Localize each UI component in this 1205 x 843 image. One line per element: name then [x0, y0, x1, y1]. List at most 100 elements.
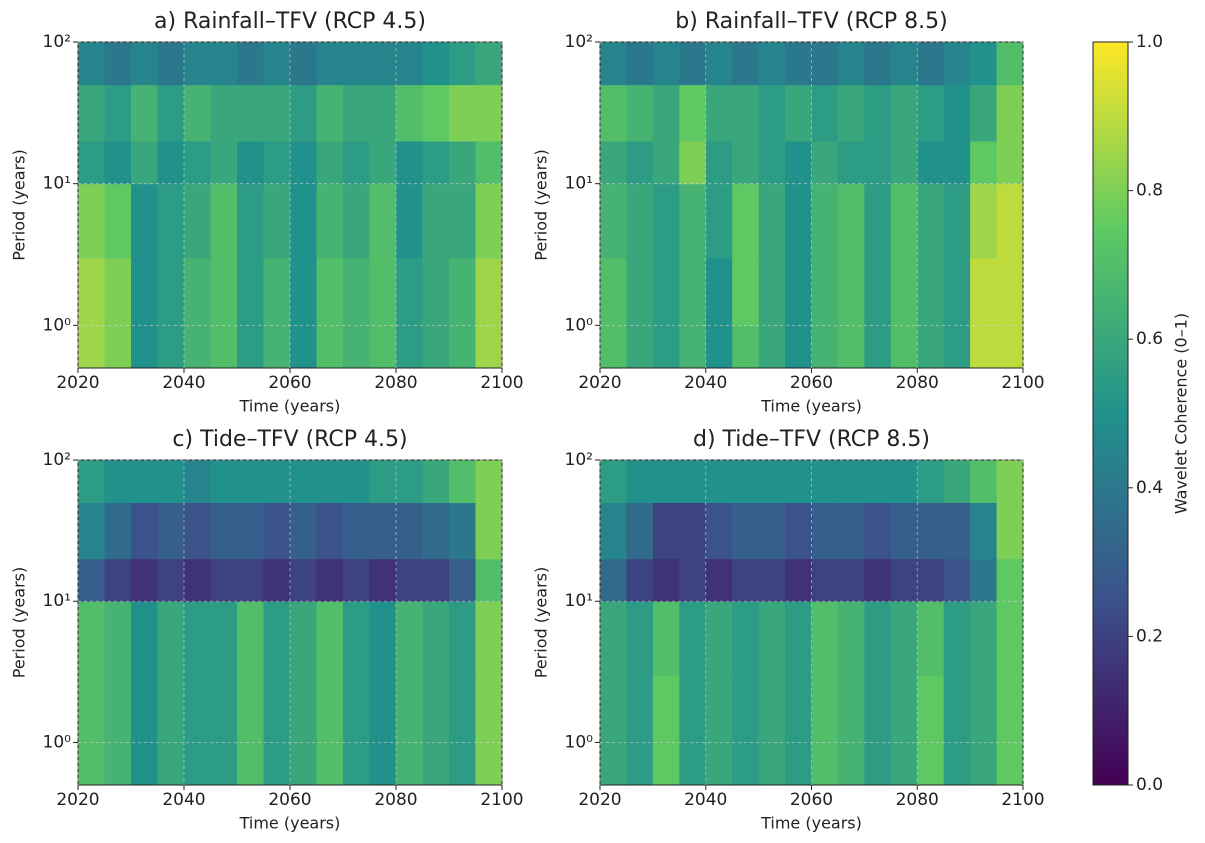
heatmap-cell	[449, 42, 476, 86]
heatmap-cell	[396, 558, 423, 602]
heatmap-cell	[917, 183, 945, 259]
heatmap-cell	[864, 141, 892, 185]
heatmap-cell	[970, 460, 998, 504]
heatmap-cell	[943, 183, 971, 259]
heatmap-cell	[785, 601, 812, 676]
heatmap-cell	[449, 502, 476, 560]
heatmap-cell	[837, 675, 865, 743]
heatmap-cell	[917, 502, 945, 560]
heatmap-cell	[396, 141, 423, 185]
heatmap-cell	[626, 742, 654, 786]
heatmap-cell	[837, 460, 865, 504]
heatmap-cell	[943, 675, 971, 743]
heatmap-cell	[131, 84, 158, 142]
heatmap-cell	[626, 183, 654, 259]
heatmap-cell	[811, 675, 839, 743]
heatmap-cell	[679, 460, 707, 504]
heatmap-cell	[917, 675, 945, 743]
heatmap-cell	[369, 742, 397, 786]
heatmap-cell	[343, 742, 370, 786]
heatmap-cell	[475, 42, 503, 86]
heatmap-cell	[343, 675, 370, 743]
heatmap-cell	[890, 84, 918, 142]
heatmap-cell	[679, 257, 707, 326]
heatmap-cell	[705, 502, 733, 560]
heatmap-cell	[157, 601, 185, 676]
heatmap-cell	[157, 257, 185, 326]
heatmap-cell	[422, 84, 450, 142]
x-tick-label: 2020	[578, 373, 621, 393]
heatmap-cell	[600, 141, 627, 185]
heatmap-cell	[343, 257, 370, 326]
heatmap-cell	[626, 502, 654, 560]
heatmap-cell	[422, 42, 450, 86]
heatmap-cell	[78, 183, 105, 259]
heatmap-cell	[917, 742, 945, 786]
heatmap-cell	[316, 502, 344, 560]
heatmap-cell	[157, 183, 185, 259]
heatmap-cell	[890, 601, 918, 676]
heatmap-cell	[970, 42, 998, 86]
x-tick-label: 2080	[896, 790, 939, 810]
heatmap-cell	[890, 257, 918, 326]
heatmap-cell	[369, 325, 397, 369]
heatmap-cell	[184, 460, 211, 504]
heatmap-cell	[316, 460, 344, 504]
heatmap-cell	[732, 558, 760, 602]
heatmap-cell	[758, 42, 786, 86]
heatmap-cell	[626, 601, 654, 676]
y-tick-label: 10⁰	[565, 315, 594, 335]
heatmap-cell	[104, 84, 132, 142]
x-tick-label: 2040	[684, 790, 727, 810]
heatmap-cell	[943, 558, 971, 602]
heatmap-cell	[184, 742, 211, 786]
heatmap-cell	[131, 558, 158, 602]
heatmap-cell	[705, 601, 733, 676]
heatmap-cell	[422, 502, 450, 560]
heatmap-cell	[652, 601, 680, 676]
heatmap-cell	[290, 141, 317, 185]
heatmap-cell	[864, 558, 892, 602]
heatmap-cell	[237, 502, 264, 560]
heatmap-cell	[626, 42, 654, 86]
heatmap-cell	[837, 558, 865, 602]
heatmap-cell	[943, 84, 971, 142]
heatmap-cell	[396, 742, 423, 786]
heatmap-cell	[679, 502, 707, 560]
heatmap-cell	[422, 183, 450, 259]
heatmap-cell	[679, 84, 707, 142]
heatmap-cell	[78, 502, 105, 560]
heatmap-cell	[811, 325, 839, 369]
heatmap-cell	[970, 257, 998, 326]
heatmap-cell	[732, 42, 760, 86]
heatmap-cell	[396, 675, 423, 743]
heatmap-cell	[837, 141, 865, 185]
heatmap-cell	[78, 675, 105, 743]
heatmap-cell	[131, 502, 158, 560]
heatmap-cell	[104, 325, 132, 369]
heatmap-cell	[422, 558, 450, 602]
y-tick-label: 10¹	[565, 174, 593, 194]
heatmap-cell	[917, 84, 945, 142]
heatmap-cell	[943, 460, 971, 504]
heatmap-cell	[785, 675, 812, 743]
heatmap-cell	[652, 183, 680, 259]
heatmap-cell	[864, 84, 892, 142]
heatmap-cell	[422, 742, 450, 786]
heatmap-cell	[131, 460, 158, 504]
heatmap-cell	[970, 601, 998, 676]
heatmap-cell	[263, 675, 291, 743]
heatmap-cell	[210, 675, 238, 743]
y-tick-label: 10²	[565, 32, 593, 52]
heatmap-cell	[449, 601, 476, 676]
heatmap-cell	[705, 675, 733, 743]
chart-title: a) Rainfall–TFV (RCP 4.5)	[154, 9, 426, 34]
y-tick-label: 10¹	[43, 174, 71, 194]
x-tick-label: 2080	[374, 373, 417, 393]
heatmap-cell	[811, 257, 839, 326]
heatmap-cell	[104, 601, 132, 676]
heatmap-cell	[785, 141, 812, 185]
heatmap-cell	[890, 141, 918, 185]
heatmap-cell	[369, 502, 397, 560]
heatmap-cell	[237, 183, 264, 259]
